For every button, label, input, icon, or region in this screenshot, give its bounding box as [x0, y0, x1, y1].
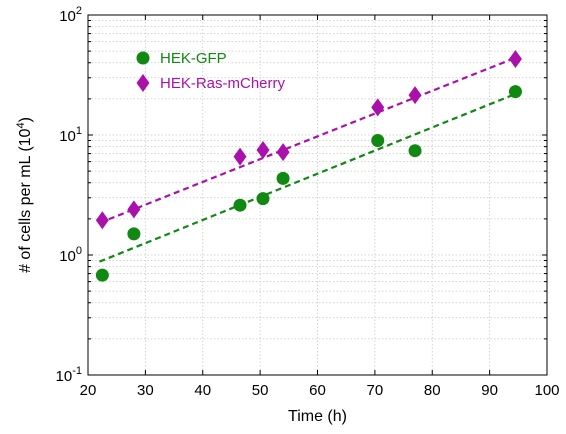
legend: HEK-GFP HEK-Ras-mCherry	[136, 50, 286, 92]
y-tick-label: 101	[59, 125, 82, 145]
data-point	[276, 143, 290, 162]
x-axis-title: Time (h)	[288, 408, 347, 425]
legend-label: HEK-GFP	[160, 50, 227, 67]
x-tick-label: 40	[194, 382, 211, 399]
data-point	[276, 171, 290, 185]
x-tick-label: 100	[534, 382, 559, 399]
y-axis-title-exponent: 4	[15, 122, 27, 128]
x-tick-label: 60	[309, 382, 326, 399]
fit-line	[99, 92, 516, 263]
x-tick-label: 20	[80, 382, 97, 399]
axis-ticks: 20 30 40 50 60 70 80 90 100 10-1 100 101 102	[56, 5, 560, 399]
y-tick-label: 102	[59, 5, 82, 25]
x-tick-label: 30	[137, 382, 154, 399]
data-point	[508, 49, 522, 68]
data-point	[95, 268, 109, 282]
x-tick-label: 90	[481, 382, 498, 399]
data-point	[233, 198, 247, 212]
y-tick-label: 100	[59, 245, 82, 265]
data-point	[256, 140, 270, 159]
data-point	[371, 98, 385, 117]
fit-line	[99, 56, 516, 224]
x-tick-label: 80	[424, 382, 441, 399]
y-axis-title: # of cells per mL (104)	[15, 117, 34, 273]
x-tick-label: 50	[252, 382, 269, 399]
data-point	[508, 85, 522, 99]
data-point	[408, 86, 422, 105]
legend-label: HEK-Ras-mCherry	[160, 75, 286, 92]
x-tick-label: 70	[367, 382, 384, 399]
y-tick-label: 10-1	[56, 365, 82, 385]
data-points	[95, 49, 522, 282]
data-point	[127, 227, 141, 241]
data-point	[256, 192, 270, 206]
legend-marker	[136, 74, 150, 92]
y-axis-title-main: # of cells per mL (10	[17, 128, 34, 272]
data-point	[371, 133, 385, 147]
data-point	[95, 211, 109, 230]
data-point	[233, 147, 247, 166]
data-point	[127, 200, 141, 219]
legend-marker	[136, 51, 150, 65]
data-point	[408, 144, 422, 158]
grid	[88, 15, 547, 375]
fit-lines	[99, 56, 516, 263]
y-axis-title-suffix: )	[17, 117, 34, 122]
